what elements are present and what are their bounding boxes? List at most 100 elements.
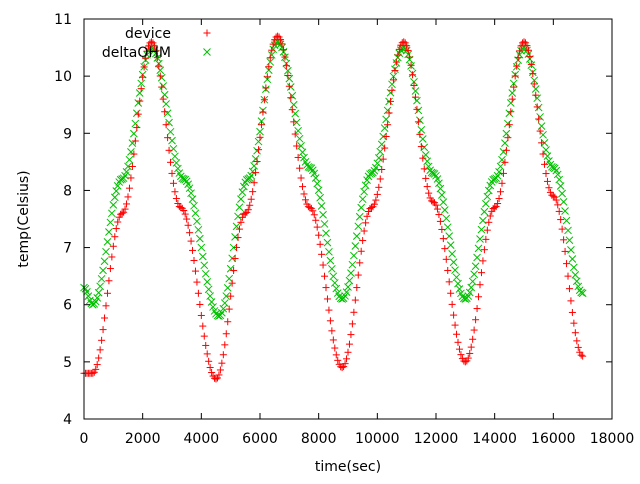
data-point <box>118 209 126 217</box>
data-point <box>445 232 454 240</box>
data-point <box>414 106 423 115</box>
data-point <box>162 100 170 108</box>
data-point <box>220 299 229 307</box>
data-point <box>284 66 292 75</box>
data-point <box>159 82 168 90</box>
data-point <box>556 182 565 190</box>
data-point <box>454 338 462 346</box>
data-point <box>225 274 234 283</box>
data-point <box>139 73 147 81</box>
data-point <box>446 241 455 249</box>
data-point <box>158 83 166 91</box>
data-point <box>477 225 486 234</box>
data-point <box>341 360 349 368</box>
data-point <box>190 201 198 210</box>
data-point <box>140 63 148 71</box>
data-point <box>535 115 543 123</box>
data-point <box>564 272 572 280</box>
data-point <box>131 119 140 128</box>
x-tick-label: 16000 <box>531 431 576 447</box>
data-point <box>340 363 348 371</box>
data-point <box>314 186 323 195</box>
data-point <box>203 278 212 286</box>
data-point <box>194 289 202 297</box>
data-point <box>565 285 573 293</box>
data-point <box>167 158 175 166</box>
data-point <box>115 213 123 221</box>
data-point <box>106 265 114 273</box>
data-point <box>492 203 500 211</box>
data-point <box>285 82 293 90</box>
data-point <box>163 109 172 118</box>
data-point <box>344 348 352 356</box>
data-point <box>143 47 151 55</box>
data-point <box>237 218 245 226</box>
data-point <box>256 127 264 136</box>
data-point <box>578 289 587 298</box>
data-point <box>313 223 321 231</box>
data-point <box>539 150 547 158</box>
data-point <box>436 217 444 225</box>
data-point <box>318 250 326 258</box>
data-point <box>348 320 356 328</box>
data-point <box>323 295 331 303</box>
data-point <box>224 318 232 326</box>
data-point <box>561 247 569 255</box>
data-point <box>381 144 389 152</box>
data-point <box>360 187 368 196</box>
data-point <box>321 272 329 280</box>
data-point <box>233 243 241 251</box>
data-point <box>470 270 478 279</box>
data-point <box>227 292 235 300</box>
data-point <box>514 54 522 62</box>
data-point <box>238 213 246 221</box>
data-point <box>262 84 270 92</box>
data-point <box>310 211 318 219</box>
data-point <box>403 42 411 50</box>
data-point <box>476 281 484 289</box>
data-point <box>149 39 157 47</box>
data-point <box>124 193 132 201</box>
data-point <box>567 245 575 254</box>
data-point <box>213 374 221 382</box>
data-point <box>389 76 397 84</box>
data-point <box>249 188 257 196</box>
data-point <box>226 264 235 273</box>
data-point <box>183 215 191 223</box>
data-point <box>260 96 268 104</box>
data-point <box>209 303 217 311</box>
data-point <box>531 85 540 93</box>
data-point <box>108 209 116 218</box>
data-point <box>384 121 392 129</box>
data-point <box>297 142 305 150</box>
data-point <box>400 38 408 46</box>
data-point <box>132 109 141 118</box>
x-tick-label: 0 <box>80 431 89 447</box>
data-point <box>417 143 425 151</box>
data-point <box>345 340 353 348</box>
data-point <box>350 308 358 316</box>
data-point <box>560 236 568 244</box>
data-point <box>136 97 144 105</box>
data-point <box>248 167 257 176</box>
data-point <box>247 195 255 203</box>
data-point <box>480 246 488 254</box>
legend-marker <box>203 29 211 37</box>
data-point <box>284 72 292 80</box>
data-point <box>191 267 199 275</box>
legend-marker <box>203 48 211 56</box>
data-point <box>464 354 472 362</box>
data-point <box>311 174 320 182</box>
data-point <box>310 169 319 178</box>
data-point <box>266 54 274 62</box>
data-point <box>105 277 113 285</box>
data-point <box>379 155 387 163</box>
data-point <box>282 62 290 70</box>
data-point <box>294 126 302 135</box>
data-point <box>109 242 117 250</box>
data-point <box>326 317 334 325</box>
data-point <box>102 302 110 310</box>
data-point <box>343 355 351 363</box>
data-point <box>542 146 550 154</box>
data-point <box>577 351 585 359</box>
